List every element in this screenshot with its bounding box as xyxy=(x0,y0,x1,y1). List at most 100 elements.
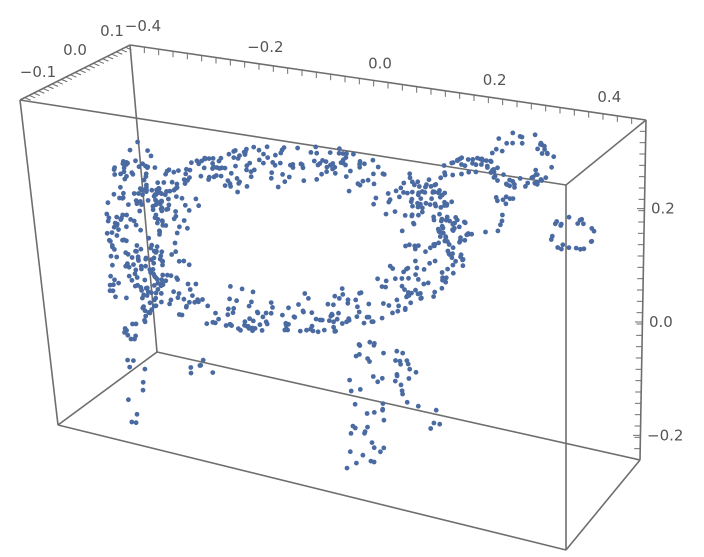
data-point xyxy=(436,190,441,196)
data-point xyxy=(394,372,400,377)
data-point xyxy=(105,200,111,206)
data-point xyxy=(165,206,171,212)
data-point xyxy=(146,235,152,241)
data-point xyxy=(226,306,231,312)
data-point xyxy=(112,277,117,283)
data-point xyxy=(160,272,166,278)
data-point xyxy=(427,202,433,208)
data-point xyxy=(306,296,311,301)
data-point xyxy=(247,160,253,166)
data-point xyxy=(469,231,475,237)
data-point xyxy=(407,242,412,248)
data-point xyxy=(357,342,363,348)
data-point xyxy=(443,275,449,281)
data-point xyxy=(166,196,171,202)
data-point xyxy=(268,300,274,305)
data-point xyxy=(235,189,241,195)
data-point xyxy=(121,190,126,196)
data-point xyxy=(201,165,207,171)
data-point xyxy=(407,366,413,372)
data-point xyxy=(371,171,376,177)
data-point xyxy=(104,230,110,236)
data-point xyxy=(332,170,338,176)
data-point xyxy=(375,379,381,385)
data-point xyxy=(210,156,216,161)
data-point xyxy=(386,303,392,308)
z-tick-label: −0.2 xyxy=(647,426,683,444)
data-point xyxy=(548,237,554,242)
data-point xyxy=(452,225,457,231)
data-point xyxy=(393,358,398,363)
data-point xyxy=(555,245,561,250)
data-point xyxy=(433,182,439,187)
data-point xyxy=(131,262,136,267)
data-point xyxy=(336,310,341,316)
data-point xyxy=(228,284,233,289)
data-point xyxy=(370,374,376,379)
data-point xyxy=(234,176,240,181)
data-point xyxy=(206,177,212,182)
data-point xyxy=(365,424,370,430)
data-point xyxy=(171,216,177,222)
box-edge xyxy=(57,351,158,426)
data-point xyxy=(210,370,216,375)
y-minor-tick xyxy=(24,97,31,101)
data-point xyxy=(111,282,116,288)
data-point xyxy=(362,430,367,436)
data-point xyxy=(375,276,380,282)
data-point xyxy=(145,198,151,203)
data-point xyxy=(175,295,181,301)
data-point xyxy=(155,220,160,226)
data-point xyxy=(137,208,143,214)
data-point xyxy=(196,203,202,209)
data-point xyxy=(181,258,187,264)
data-point xyxy=(339,321,345,326)
data-point xyxy=(142,317,147,323)
data-point xyxy=(406,275,411,281)
data-point xyxy=(122,176,128,182)
data-point xyxy=(356,309,362,315)
data-point xyxy=(510,140,515,146)
data-point xyxy=(222,183,228,189)
data-point xyxy=(308,150,314,155)
data-point xyxy=(345,297,351,303)
data-point xyxy=(392,209,398,215)
data-point xyxy=(160,219,165,224)
data-point xyxy=(428,426,434,431)
data-point xyxy=(408,300,414,306)
data-point xyxy=(263,319,269,325)
data-point xyxy=(459,162,464,167)
y-minor-tick xyxy=(61,78,68,83)
data-point xyxy=(346,188,352,194)
y-minor-tick xyxy=(42,88,50,92)
data-point xyxy=(412,246,418,252)
data-point xyxy=(143,313,149,319)
y-minor-tick xyxy=(38,90,45,94)
data-point xyxy=(371,459,377,465)
data-point xyxy=(141,177,147,183)
data-point xyxy=(228,322,234,328)
data-point xyxy=(419,189,425,194)
data-point xyxy=(133,248,138,254)
y-minor-tick xyxy=(88,65,95,69)
data-point xyxy=(340,160,346,166)
data-point xyxy=(120,212,126,218)
data-point xyxy=(420,205,425,211)
data-point xyxy=(121,165,127,171)
data-point xyxy=(348,168,353,174)
data-point xyxy=(203,156,208,162)
data-point xyxy=(459,155,465,161)
data-point xyxy=(297,328,303,334)
data-point xyxy=(140,379,146,385)
data-point xyxy=(538,140,544,146)
data-point xyxy=(433,203,439,209)
data-point xyxy=(168,273,174,279)
y-minor-tick xyxy=(47,85,54,90)
data-point xyxy=(251,167,257,173)
data-point xyxy=(200,357,206,363)
data-point xyxy=(418,201,423,207)
data-point xyxy=(268,175,274,181)
data-point xyxy=(133,333,139,339)
y-minor-tick xyxy=(120,49,128,53)
data-point xyxy=(392,276,398,282)
